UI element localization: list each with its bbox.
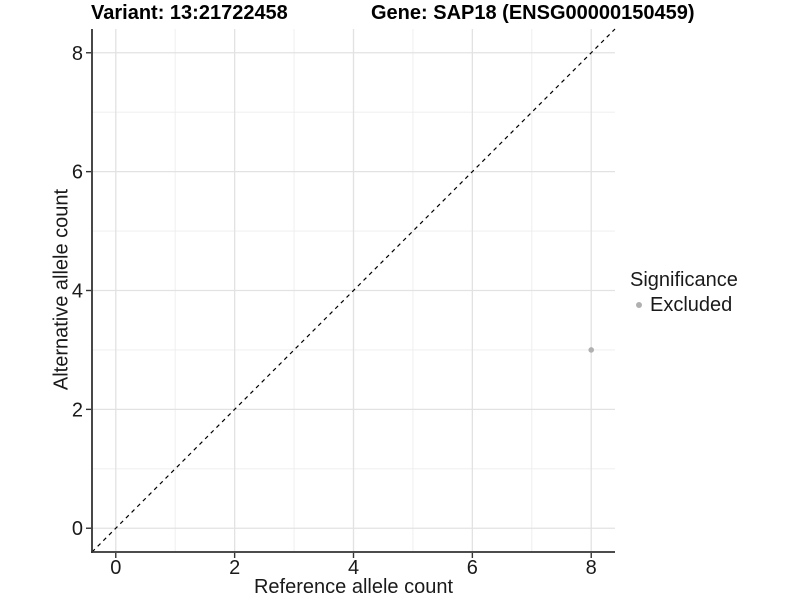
y-tick-label: 6 (72, 162, 83, 184)
y-axis-title: Alternative allele count (50, 188, 73, 391)
legend-key (630, 302, 647, 308)
x-tick-label: 2 (229, 557, 240, 579)
plot-title-variant: Variant: 13:21722458 (91, 2, 288, 24)
legend: Significance Excluded (630, 269, 738, 316)
y-tick-label: 4 (72, 281, 83, 303)
x-tick-label: 0 (110, 557, 121, 579)
x-tick-label: 8 (586, 557, 597, 579)
y-tick-label: 0 (72, 518, 83, 540)
x-tick-label: 6 (467, 557, 478, 579)
legend-item-excluded: Excluded (630, 294, 738, 316)
plot-title-gene: Gene: SAP18 (ENSG00000150459) (371, 2, 695, 24)
x-tick-label: 4 (348, 557, 359, 579)
identity-line (91, 28, 616, 553)
y-tick-label: 8 (72, 43, 83, 65)
legend-item-label: Excluded (650, 293, 733, 316)
legend-title: Significance (630, 269, 738, 291)
x-axis-title: Reference allele count (253, 576, 453, 598)
y-tick-label: 2 (72, 399, 83, 421)
excluded-point-icon (635, 302, 642, 308)
data-point (588, 347, 595, 353)
